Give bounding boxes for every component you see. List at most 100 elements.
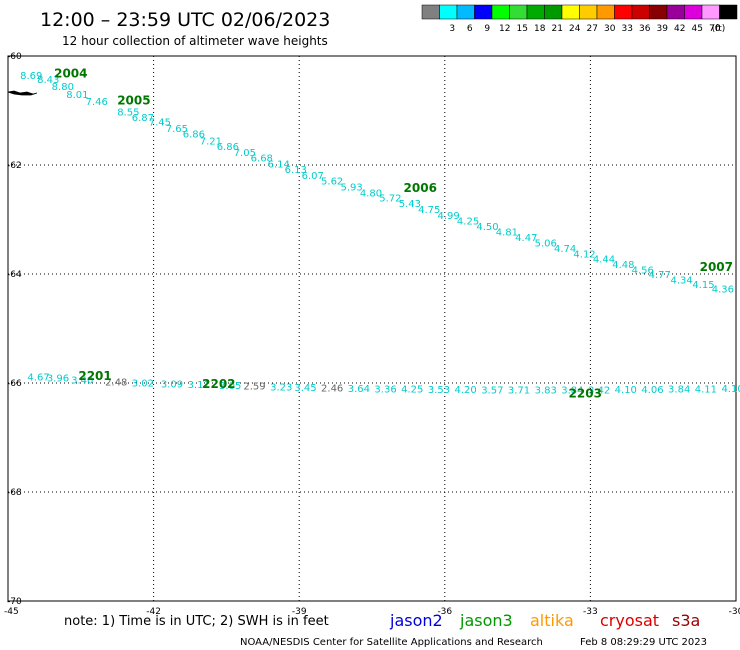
wave-height-label: 3.53 xyxy=(428,385,450,396)
color-scale-legend: 3 6 9 12 15 18 21 24 27 30 33 36 39 42 45 70(ft) xyxy=(421,4,738,34)
x-tick-label: -33 xyxy=(583,607,598,617)
legend-swatch xyxy=(666,4,685,20)
wave-height-label: 3.36 xyxy=(374,384,396,395)
wave-height-label: 8.01 xyxy=(66,90,88,101)
legend-bin-label: 9 xyxy=(484,24,490,34)
wave-height-label: 4.80 xyxy=(360,188,382,199)
y-tick-label: -68 xyxy=(7,488,22,498)
legend-swatch xyxy=(474,4,493,20)
legend-swatch xyxy=(579,4,598,20)
satellite-legend: jason2 jason3 altika cryosat s3a xyxy=(389,611,700,630)
legend-bin-label: 18 xyxy=(534,24,546,34)
legend-swatch xyxy=(631,4,650,20)
satellite-label: s3a xyxy=(672,611,700,630)
wave-height-label: 7.05 xyxy=(234,148,256,159)
plot-area xyxy=(7,55,737,602)
y-tick-label: -70 xyxy=(7,597,22,607)
wave-height-label: 7.65 xyxy=(166,124,188,135)
legend-bin-label: 42 xyxy=(674,24,685,34)
legend-swatch xyxy=(439,4,458,20)
wave-height-label: 5.06 xyxy=(535,238,557,249)
footer-timestamp: Feb 8 08:29:29 UTC 2023 xyxy=(580,637,707,648)
x-tick-label: -45 xyxy=(4,607,19,617)
satellite-label: jason2 xyxy=(389,611,443,630)
wave-height-label: 7.45 xyxy=(149,117,171,128)
legend-swatch xyxy=(701,4,720,20)
wave-height-label: 4.11 xyxy=(695,384,717,395)
wave-height-label: 4.10 xyxy=(721,384,740,395)
wave-height-label: 4.50 xyxy=(476,222,498,233)
legend-swatch xyxy=(719,4,738,20)
wave-height-label: 8.55 xyxy=(117,108,139,119)
wave-height-label: 3.84 xyxy=(668,384,690,395)
wave-height-label: 6.86 xyxy=(183,129,205,140)
wave-height-label: 2.59 xyxy=(243,382,265,393)
satellite-label: cryosat xyxy=(600,611,659,630)
wave-height-label: 4.06 xyxy=(641,385,663,396)
x-tick-label: -39 xyxy=(292,607,307,617)
legend-swatch xyxy=(614,4,633,20)
x-tick-label: -36 xyxy=(437,607,452,617)
legend-bin-label: 45 xyxy=(692,24,703,34)
legend-swatch xyxy=(526,4,545,20)
wave-height-label: 3.11 xyxy=(188,380,210,391)
satellite-label: altika xyxy=(530,611,574,630)
wave-height-label: 4.47 xyxy=(515,233,537,244)
wave-height-label: 7.46 xyxy=(86,97,108,108)
legend-swatch xyxy=(456,4,475,20)
y-tick-label: -64 xyxy=(7,270,22,280)
legend-bin-label: 15 xyxy=(517,24,528,34)
wave-height-label: 6.14 xyxy=(268,159,290,170)
time-label: 2004 xyxy=(54,66,87,80)
axis-ticks: -45 -42 -39 -36 -33 -30 -60 -62 -64 -66 -68 -70 xyxy=(4,52,740,617)
legend-swatch xyxy=(596,4,615,20)
y-tick-label: -66 xyxy=(7,379,22,389)
chart-title: 12:00 – 23:59 UTC 02/06/2023 xyxy=(40,9,330,31)
wave-height-label: 4.20 xyxy=(455,385,477,396)
wave-height-label: 4.15 xyxy=(692,280,714,291)
satellite-label: jason3 xyxy=(459,611,513,630)
legend-swatch xyxy=(421,4,440,20)
y-tick-label: -60 xyxy=(7,52,22,62)
legend-swatch xyxy=(561,4,580,20)
wave-height-label: 3.64 xyxy=(348,384,370,395)
wave-height-label: 4.25 xyxy=(401,384,423,395)
wave-height-label: 3.57 xyxy=(481,386,503,397)
time-label: 2201 xyxy=(78,369,111,383)
x-tick-label: -30 xyxy=(729,607,740,617)
legend-bin-label: 33 xyxy=(622,24,633,34)
island-outline xyxy=(7,90,38,96)
wave-height-label: 8.43 xyxy=(37,75,59,86)
wave-height-label: 3.45 xyxy=(294,383,316,394)
legend-bin-label: 27 xyxy=(587,24,598,34)
wave-height-label: 6.13 xyxy=(285,165,307,176)
wave-height-label: 4.77 xyxy=(649,270,671,281)
legend-bin-label: 21 xyxy=(552,24,563,34)
wave-height-label: 6.07 xyxy=(302,171,324,182)
wave-height-label: 4.48 xyxy=(612,260,634,271)
legend-bin-label: 6 xyxy=(467,24,473,34)
wave-height-label: 4.81 xyxy=(496,227,518,238)
wave-height-label: 3.05 xyxy=(219,381,241,392)
wave-height-label: 4.99 xyxy=(438,211,460,222)
wave-height-label: 6.68 xyxy=(251,153,273,164)
wave-height-label: 4.75 xyxy=(418,205,440,216)
wave-height-label: 5.72 xyxy=(379,194,401,205)
wave-height-label: 2.48 xyxy=(105,377,127,388)
y-tick-label: -62 xyxy=(7,161,22,171)
legend-bin-label: 12 xyxy=(499,24,510,34)
wave-height-values: 8.698.438.808.017.468.556.877.457.656.86… xyxy=(20,71,740,396)
grid-lines xyxy=(8,56,736,601)
wave-height-label: 4.74 xyxy=(554,244,576,255)
wave-height-label: 4.12 xyxy=(573,249,595,260)
wave-height-label: 8.80 xyxy=(52,82,74,93)
legend-bin-label: 30 xyxy=(604,24,616,34)
wave-height-label: 3.84 xyxy=(561,386,583,397)
wave-height-label: 3.83 xyxy=(535,386,557,397)
wave-height-label: 8.69 xyxy=(20,71,42,82)
wave-height-label: 3.71 xyxy=(508,386,530,397)
wave-height-label: 2.46 xyxy=(321,383,343,394)
wave-height-label: 4.10 xyxy=(615,385,637,396)
wave-height-label: 3.42 xyxy=(588,386,610,397)
